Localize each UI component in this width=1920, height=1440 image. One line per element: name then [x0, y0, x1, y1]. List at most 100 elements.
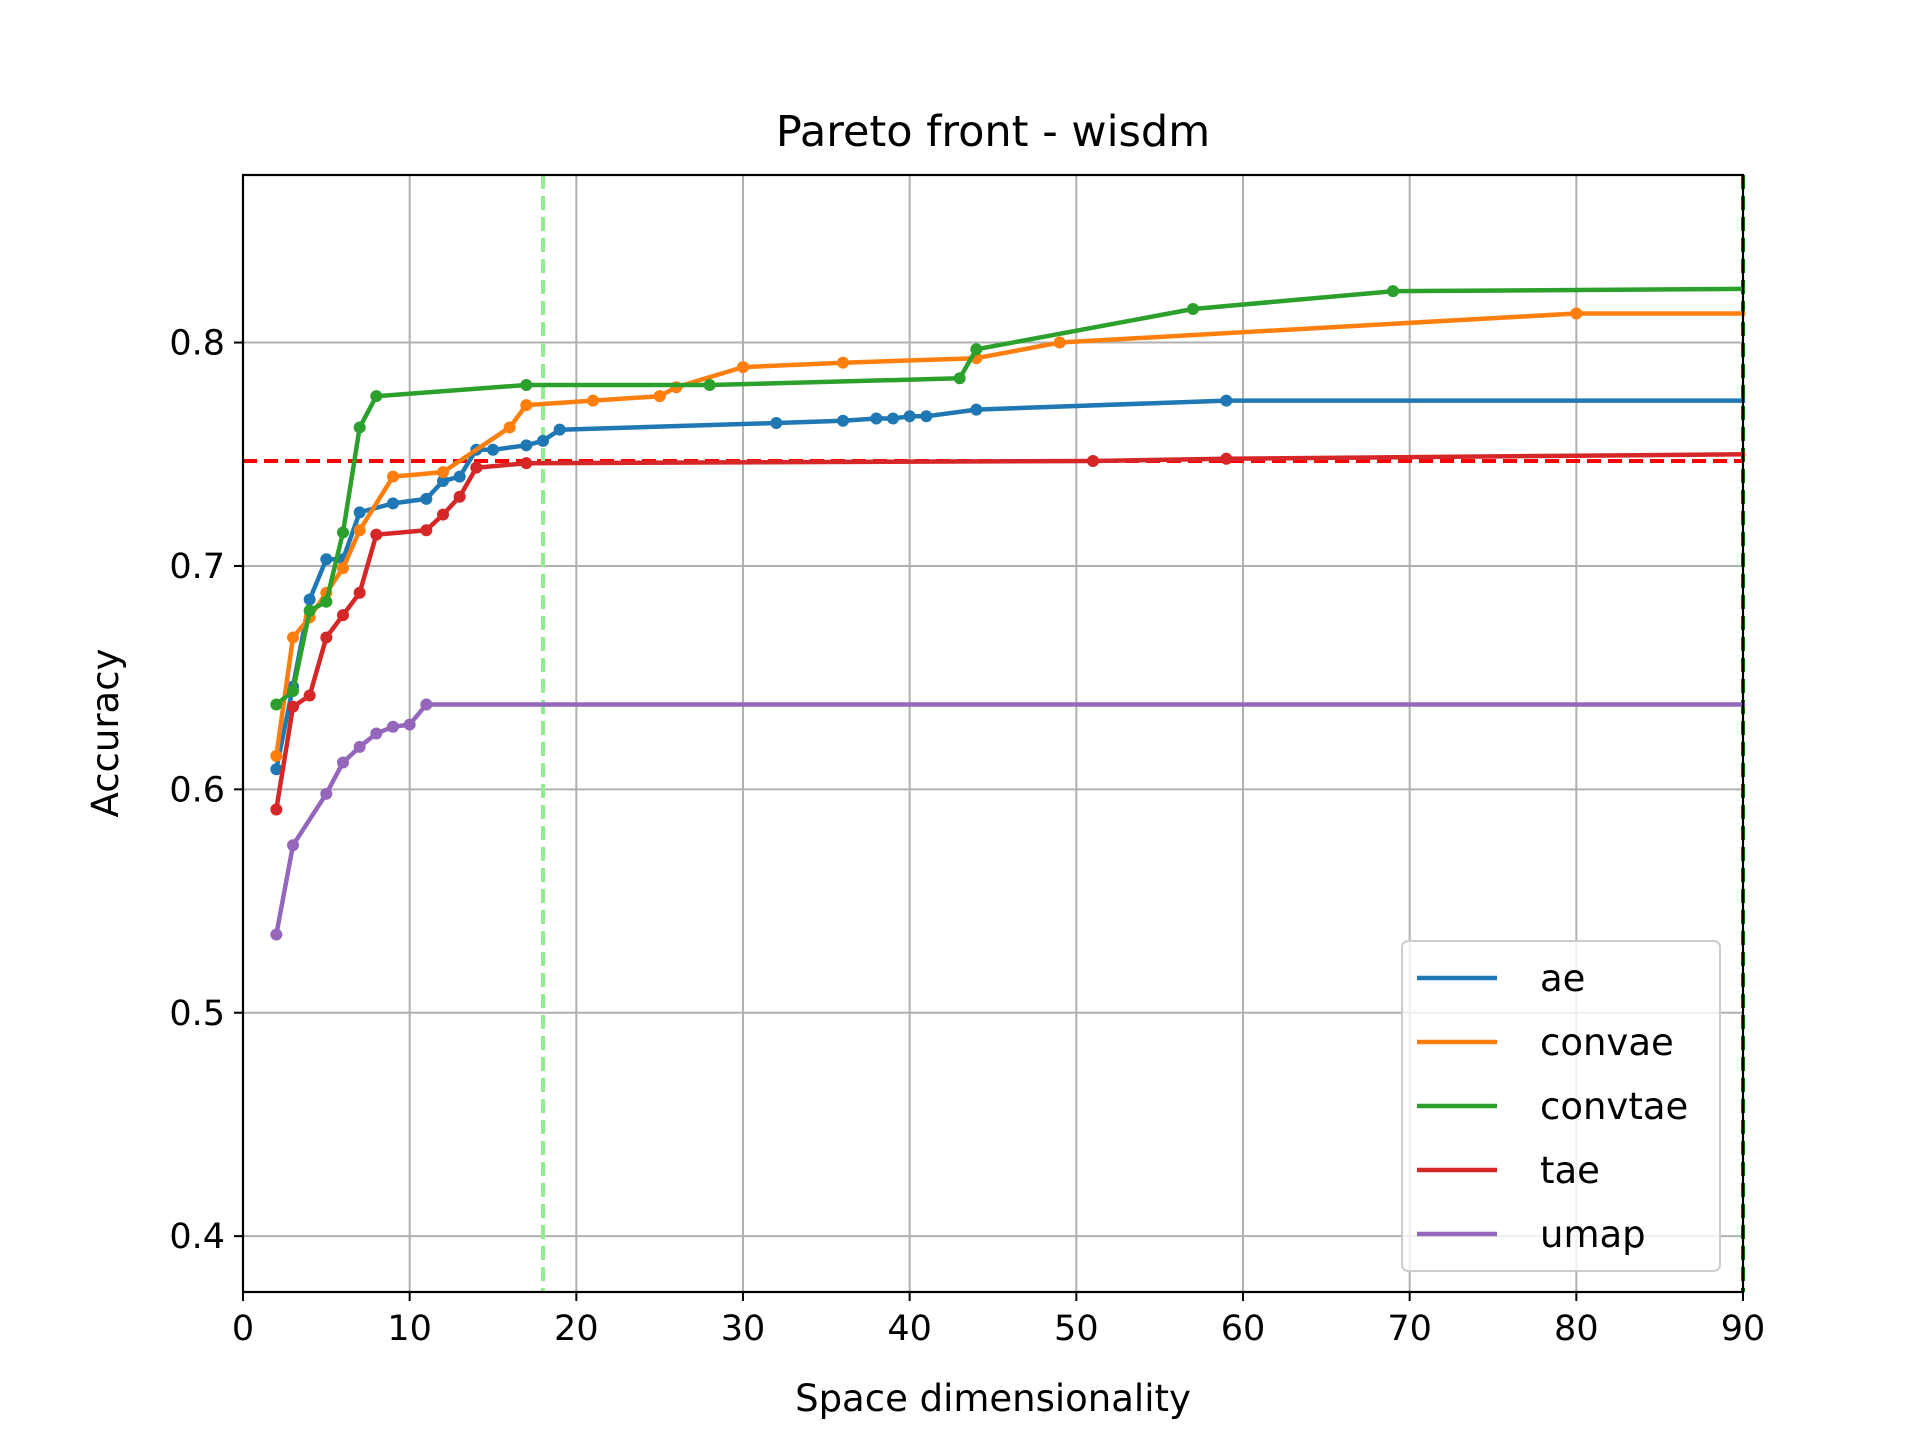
- data-point-tae: [370, 528, 383, 541]
- data-point-convtae: [703, 378, 716, 391]
- legend-label-ae: ae: [1540, 957, 1585, 1000]
- data-point-convae: [503, 421, 516, 434]
- data-point-convtae: [320, 595, 333, 608]
- series-umap: [270, 698, 1746, 941]
- data-point-convae: [653, 390, 666, 403]
- data-point-convtae: [287, 685, 299, 698]
- data-point-umap: [420, 698, 433, 711]
- data-point-tae: [520, 457, 533, 470]
- series-ae: [270, 394, 1746, 776]
- data-point-convae: [737, 361, 749, 374]
- data-point-ae: [903, 410, 916, 423]
- data-point-ae: [887, 412, 899, 425]
- data-point-ae: [303, 593, 316, 606]
- data-point-ae: [520, 439, 533, 452]
- data-point-ae: [353, 506, 366, 519]
- data-point-tae: [1220, 452, 1233, 465]
- data-point-ae: [487, 443, 499, 456]
- data-point-convtae: [1187, 303, 1199, 316]
- y-axis-ticks: 0.4 0.5 0.6 0.7 0.8: [169, 324, 243, 1257]
- data-point-ae: [537, 434, 549, 447]
- data-point-ae: [1220, 394, 1233, 407]
- x-axis-label: Space dimensionality: [795, 1377, 1191, 1420]
- data-point-convae: [270, 749, 283, 762]
- data-point-ae: [837, 414, 849, 427]
- data-point-tae: [1087, 454, 1099, 467]
- data-point-umap: [370, 727, 383, 740]
- data-point-ae: [453, 470, 466, 483]
- x-tick-label: 40: [887, 1309, 932, 1349]
- data-point-ae: [553, 423, 566, 436]
- data-point-ae: [437, 475, 449, 488]
- data-point-umap: [337, 756, 349, 769]
- legend-label-tae: tae: [1540, 1149, 1600, 1192]
- data-point-convtae: [337, 526, 349, 539]
- data-point-convae: [1570, 307, 1583, 320]
- x-tick-label: 0: [232, 1309, 254, 1349]
- data-point-umap: [270, 928, 283, 941]
- plot-frame: [241, 173, 1745, 1294]
- data-point-convae: [353, 524, 366, 537]
- y-tick-label: 0.8: [169, 324, 225, 364]
- legend-label-umap: umap: [1540, 1213, 1646, 1256]
- series-layer: [270, 285, 1746, 941]
- x-tick-label: 10: [387, 1309, 432, 1349]
- x-axis-ticks: 0 10 20 30 40 50 60 70 80 90: [232, 1292, 1765, 1349]
- data-point-tae: [287, 700, 299, 713]
- data-point-ae: [920, 410, 933, 423]
- data-point-convae: [837, 356, 849, 369]
- data-point-convae: [1053, 336, 1066, 349]
- data-point-convae: [437, 466, 449, 479]
- data-point-convae: [587, 394, 599, 407]
- data-point-convae: [287, 631, 299, 644]
- legend-label-convtae: convtae: [1540, 1085, 1688, 1128]
- data-point-ae: [970, 403, 983, 416]
- data-point-tae: [320, 631, 333, 644]
- x-tick-label: 30: [721, 1309, 766, 1349]
- data-point-tae: [270, 803, 283, 816]
- x-tick-label: 80: [1554, 1309, 1599, 1349]
- y-tick-label: 0.6: [169, 770, 225, 810]
- legend-box: [1401, 940, 1721, 1272]
- y-tick-label: 0.7: [169, 547, 225, 587]
- data-point-ae: [870, 412, 883, 425]
- data-point-umap: [387, 720, 399, 733]
- data-point-ae: [270, 763, 283, 776]
- x-tick-label: 50: [1054, 1309, 1099, 1349]
- data-point-convae: [520, 399, 533, 412]
- x-tick-label: 60: [1221, 1309, 1266, 1349]
- data-point-tae: [470, 461, 483, 474]
- data-point-convae: [387, 470, 399, 483]
- y-tick-label: 0.4: [169, 1217, 225, 1257]
- y-axis-label: Accuracy: [84, 649, 127, 818]
- series-convtae: [270, 285, 1746, 711]
- data-point-convtae: [303, 604, 316, 617]
- data-point-convtae: [353, 421, 366, 434]
- data-point-umap: [353, 740, 366, 753]
- data-point-convtae: [520, 378, 533, 391]
- data-point-convtae: [370, 390, 383, 403]
- legend-label-convae: convae: [1540, 1021, 1674, 1064]
- chart-title: Pareto front - wisdm: [776, 107, 1210, 157]
- x-tick-label: 90: [1721, 1309, 1766, 1349]
- data-point-tae: [353, 586, 366, 599]
- x-tick-label: 20: [554, 1309, 599, 1349]
- data-point-umap: [287, 839, 299, 852]
- y-tick-label: 0.5: [169, 994, 225, 1034]
- data-point-ae: [420, 492, 433, 505]
- legend: ae convae convtae tae umap: [1401, 940, 1721, 1272]
- data-point-convtae: [970, 343, 983, 356]
- data-point-tae: [437, 508, 449, 521]
- data-point-tae: [303, 689, 316, 702]
- data-point-ae: [770, 416, 783, 429]
- data-point-ae: [387, 497, 399, 510]
- data-point-umap: [403, 718, 416, 731]
- series-tae: [270, 452, 1746, 816]
- data-point-convtae: [953, 372, 966, 385]
- data-point-tae: [453, 490, 466, 503]
- data-point-umap: [320, 787, 333, 800]
- data-point-convae: [337, 562, 349, 575]
- data-point-convtae: [1387, 285, 1399, 298]
- series-line-umap: [273, 702, 1746, 938]
